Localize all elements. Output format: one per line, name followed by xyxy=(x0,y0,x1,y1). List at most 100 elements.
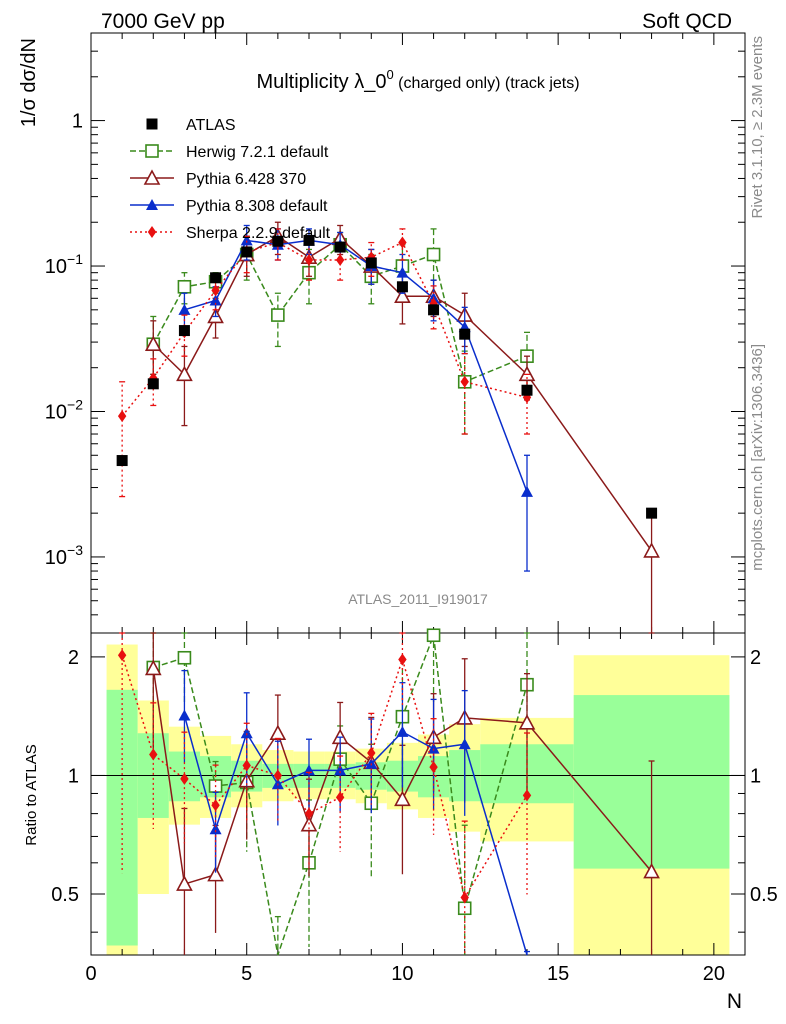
data-point-marker xyxy=(398,653,407,666)
main-series-layer xyxy=(116,221,660,634)
data-point-marker xyxy=(240,727,253,739)
data-point-marker xyxy=(178,303,191,315)
data-point-marker xyxy=(643,862,660,879)
series-pythia-8-308-default xyxy=(178,224,533,572)
x-tick-label: 0 xyxy=(85,963,96,985)
legend-entry: ATLAS xyxy=(146,117,236,134)
data-point-marker xyxy=(396,725,409,737)
x-axis-label: N xyxy=(727,990,742,1013)
data-point-marker xyxy=(429,761,438,774)
data-point-marker xyxy=(334,764,347,776)
y-axis-label: 1/σ dσ/dN xyxy=(18,38,40,127)
mcplots-label: mcplots.cern.ch [arXiv:1306.3436] xyxy=(749,344,766,571)
y-tick-label: 10−1 xyxy=(45,251,83,278)
ratio-y-tick-label-right: 1 xyxy=(750,765,761,787)
series-line xyxy=(184,239,528,493)
legend-entry: Pythia 8.308 default xyxy=(130,198,328,215)
header-energy-label: 7000 GeV pp xyxy=(101,10,225,33)
ratio-band-green xyxy=(106,689,138,946)
data-point-marker xyxy=(460,891,469,904)
data-point-marker xyxy=(178,709,191,721)
data-point-marker xyxy=(365,257,377,269)
data-point-marker xyxy=(209,294,222,306)
data-point-marker xyxy=(459,328,471,340)
data-point-marker xyxy=(335,791,345,804)
data-point-marker xyxy=(643,542,660,558)
ratio-y-tick-label-right: 0.5 xyxy=(750,884,778,906)
x-tick-label: 10 xyxy=(391,963,413,985)
data-point-marker xyxy=(426,247,441,262)
data-point-marker xyxy=(365,757,378,769)
data-point-marker xyxy=(177,279,192,294)
data-point-marker xyxy=(147,378,159,390)
data-point-marker xyxy=(176,365,193,382)
data-point-marker xyxy=(521,485,533,497)
y-tick-label: 10−3 xyxy=(45,542,83,569)
data-point-marker xyxy=(272,235,284,247)
ratio-panel-frame xyxy=(90,632,746,956)
data-point-marker xyxy=(367,747,376,760)
header-process-label: Soft QCD xyxy=(642,10,732,33)
legend-label: Pythia 6.428 370 xyxy=(186,171,306,188)
axes: 0 5 10 15 20 10−3 10−2 10−1 1 0.5 0.5 1 1 2 2 xyxy=(45,32,778,985)
legend-entry: Sherpa 2.2.9 default xyxy=(130,225,331,242)
legend-entry: Pythia 6.428 370 xyxy=(130,169,306,188)
data-point-marker xyxy=(304,254,314,267)
data-point-marker xyxy=(522,789,532,802)
data-point-marker xyxy=(209,823,222,835)
ratio-uncertainty-bands xyxy=(106,644,730,955)
data-point-marker xyxy=(146,199,158,210)
legend-label: Pythia 8.308 default xyxy=(186,198,328,215)
data-point-marker xyxy=(396,281,408,293)
y-tick-label: 10−2 xyxy=(45,396,83,423)
ratio-y-tick-label-left: 2 xyxy=(68,647,79,669)
data-point-marker xyxy=(144,659,162,676)
data-point-marker xyxy=(458,738,471,750)
legend-label: Herwig 7.2.1 default xyxy=(186,144,329,161)
legend-label: ATLAS xyxy=(186,117,236,134)
data-point-marker xyxy=(117,410,127,423)
data-point-marker xyxy=(144,335,162,352)
data-point-marker xyxy=(207,865,224,882)
data-point-marker xyxy=(335,254,345,267)
ratio-y-tick-label-left: 0.5 xyxy=(51,884,79,906)
data-point-marker xyxy=(426,628,441,643)
analysis-id-label: ATLAS_2011_I919017 xyxy=(348,591,488,607)
data-point-marker xyxy=(117,649,127,662)
data-point-marker xyxy=(271,308,285,322)
y-tick-label: 1 xyxy=(72,111,83,133)
ratio-series-pythia-8-308-default xyxy=(178,669,530,956)
rivet-version-label: Rivet 3.1.10, ≥ 2.3M events xyxy=(749,36,766,219)
data-point-marker xyxy=(116,455,128,467)
data-point-marker xyxy=(211,799,220,812)
data-point-marker xyxy=(460,375,469,388)
data-point-marker xyxy=(646,507,658,519)
data-point-marker xyxy=(269,724,287,741)
data-point-marker xyxy=(398,236,407,249)
data-point-marker xyxy=(240,234,253,246)
ratio-y-axis-label: Ratio to ATLAS xyxy=(23,744,40,845)
ratio-y-tick-label-right: 2 xyxy=(750,647,761,669)
data-point-marker xyxy=(394,790,411,807)
data-point-marker xyxy=(304,807,314,820)
data-point-marker xyxy=(178,325,190,337)
legend-label: Sherpa 2.2.9 default xyxy=(186,225,331,242)
series-sherpa-2-2-9-default xyxy=(117,228,532,498)
data-point-marker xyxy=(147,226,157,238)
data-point-marker xyxy=(428,304,440,316)
data-point-marker xyxy=(146,118,158,130)
data-point-marker xyxy=(396,266,409,278)
data-point-marker xyxy=(210,272,222,284)
ratio-y-tick-label-left: 1 xyxy=(68,765,79,787)
data-point-marker xyxy=(176,875,193,891)
data-point-marker xyxy=(241,246,253,258)
ratio-series-line xyxy=(153,634,528,956)
data-point-marker xyxy=(394,287,411,304)
legend: ATLAS Herwig 7.2.1 default Pythia 6.428 37… xyxy=(130,117,331,242)
series-atlas xyxy=(116,234,658,519)
data-point-marker xyxy=(334,241,346,253)
data-point-marker xyxy=(273,769,283,782)
chart-title: Multiplicity λ_00 (charged only) (track … xyxy=(256,67,579,93)
data-point-marker xyxy=(242,759,251,772)
